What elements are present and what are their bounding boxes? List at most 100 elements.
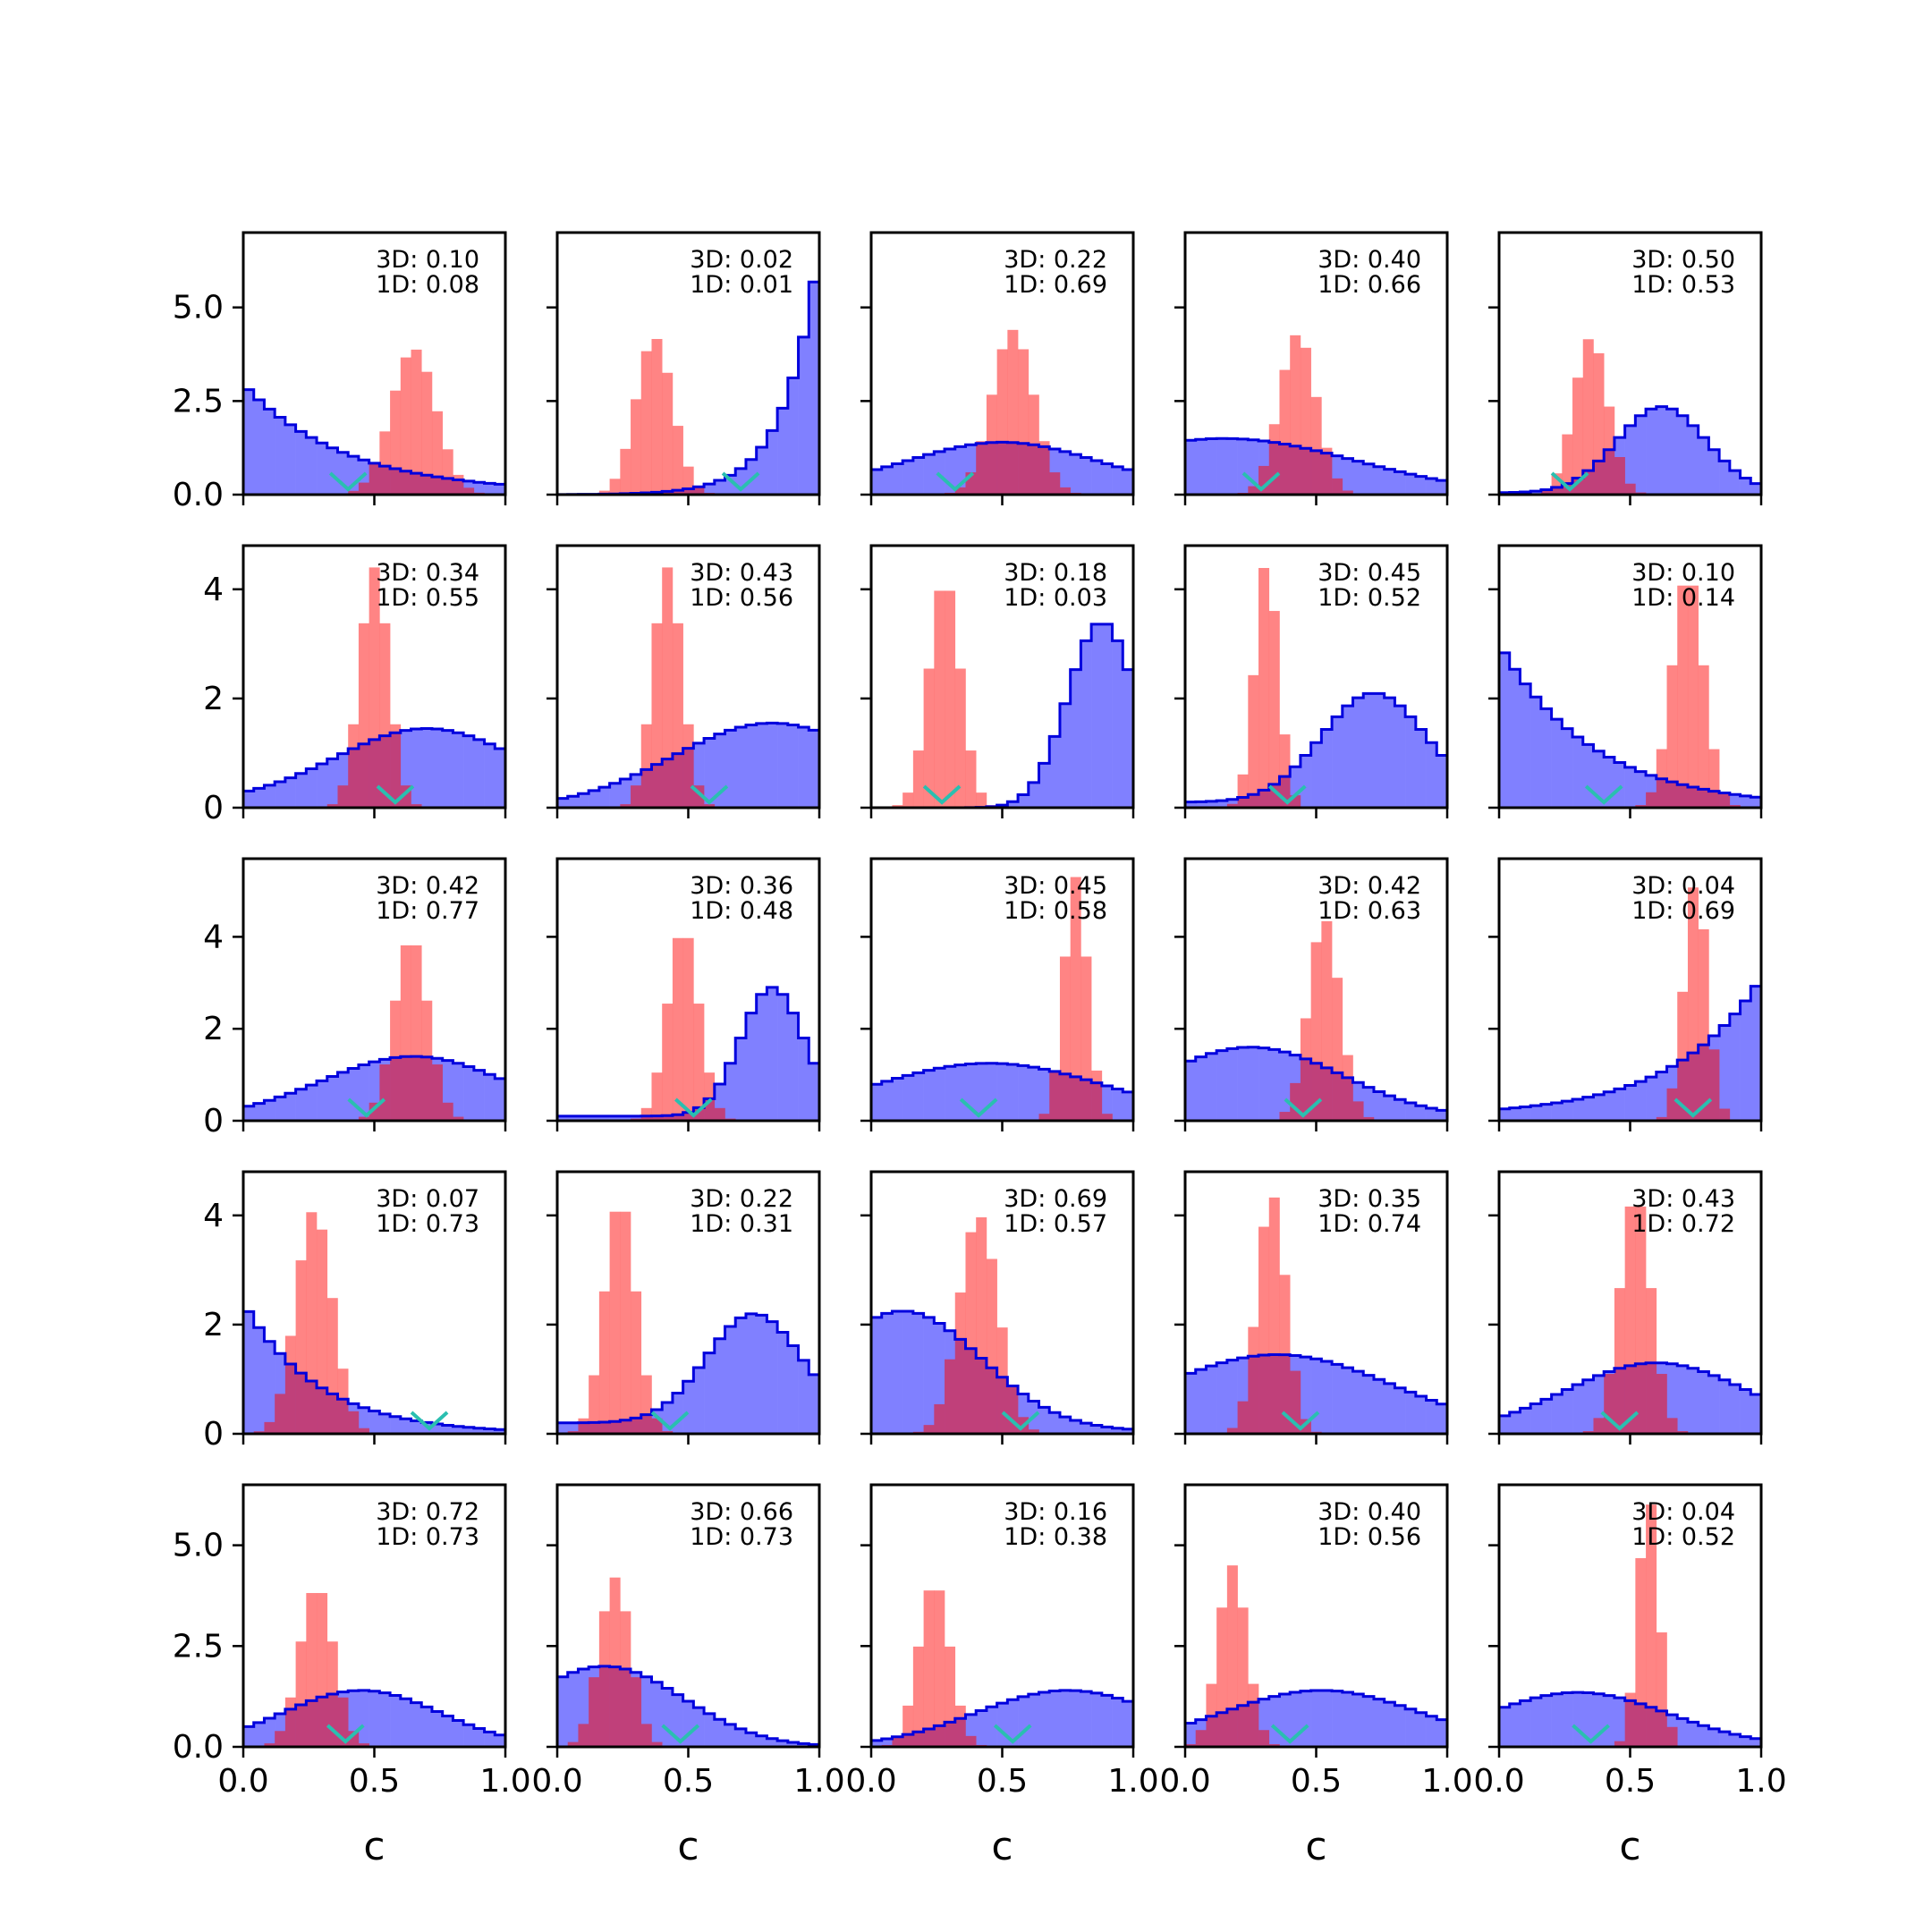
blue-bar bbox=[1719, 1025, 1731, 1121]
blue-bar bbox=[756, 994, 767, 1121]
blue-bar bbox=[317, 443, 328, 495]
overlap-bar bbox=[1551, 487, 1563, 495]
overlap-bar bbox=[1614, 1741, 1625, 1747]
blue-bar bbox=[1530, 697, 1542, 808]
red-bar bbox=[1698, 665, 1709, 790]
blue-step-outline bbox=[1183, 1353, 1449, 1434]
blue-bar bbox=[567, 1672, 579, 1747]
blue-step-outline bbox=[1497, 1690, 1763, 1747]
blue-bar bbox=[1540, 708, 1552, 808]
blue-step-outline bbox=[555, 986, 821, 1121]
annotation-1d: 1D: 0.52 bbox=[1631, 1523, 1735, 1551]
blue-bar bbox=[1185, 440, 1197, 495]
blue-bar bbox=[735, 1318, 747, 1434]
blue-bar bbox=[1332, 716, 1343, 808]
blue-bar bbox=[1562, 1692, 1573, 1747]
annotation-3d: 3D: 0.36 bbox=[690, 872, 793, 900]
blue-bar bbox=[1750, 1738, 1762, 1747]
overlap-bar bbox=[358, 1428, 369, 1434]
overlap-bar bbox=[1321, 453, 1333, 495]
blue-bar bbox=[317, 764, 328, 808]
annotation-1d: 1D: 0.38 bbox=[1004, 1523, 1107, 1551]
blue-step-outline bbox=[1183, 691, 1449, 808]
red-bar bbox=[651, 1072, 663, 1116]
overlap-bar bbox=[965, 1348, 977, 1434]
blue-bar bbox=[745, 1733, 757, 1747]
overlap-bar bbox=[379, 466, 391, 495]
blue-bar bbox=[1750, 483, 1762, 495]
blue-bar bbox=[767, 987, 778, 1121]
annotation-1d: 1D: 0.72 bbox=[1631, 1210, 1735, 1238]
blue-bar bbox=[1530, 1106, 1542, 1121]
blue-bar bbox=[1195, 439, 1207, 495]
marker bbox=[347, 1097, 386, 1118]
red-bar bbox=[1646, 1504, 1657, 1707]
overlap-bar bbox=[1332, 478, 1343, 495]
blue-bar bbox=[1729, 1385, 1741, 1434]
blue-bar bbox=[912, 1072, 924, 1121]
blue-bar bbox=[484, 1732, 496, 1747]
overlap-bar bbox=[295, 1704, 307, 1747]
blue-bar bbox=[453, 733, 464, 808]
overlap-bar bbox=[954, 487, 966, 495]
overlap-bar bbox=[379, 1064, 391, 1121]
blue-bar bbox=[1112, 466, 1123, 495]
blue-bar bbox=[1123, 1428, 1134, 1434]
blue-bar bbox=[1394, 706, 1406, 808]
blue-bar bbox=[1499, 1415, 1511, 1434]
x-axis-label: c bbox=[1305, 1824, 1326, 1869]
red-bar bbox=[1268, 424, 1280, 443]
red-bar bbox=[1248, 1326, 1259, 1357]
red-bar bbox=[934, 1590, 945, 1726]
blue-bar bbox=[798, 1360, 809, 1434]
red-bar bbox=[348, 724, 360, 750]
overlap-bar bbox=[1258, 790, 1270, 808]
red-bar bbox=[1646, 1288, 1657, 1363]
red-bar bbox=[1321, 447, 1333, 453]
blue-bar bbox=[1405, 1392, 1417, 1434]
red-bar bbox=[1635, 1206, 1647, 1364]
blue-bar bbox=[945, 1066, 956, 1121]
blue-bar bbox=[1373, 1091, 1385, 1121]
overlap-bar bbox=[1070, 1076, 1081, 1121]
overlap-bar bbox=[996, 442, 1008, 495]
blue-bar bbox=[1101, 463, 1113, 495]
overlap-bar bbox=[1248, 1356, 1259, 1434]
blue-bar bbox=[463, 1427, 475, 1434]
red-bar bbox=[306, 1212, 318, 1382]
red-bar bbox=[598, 490, 610, 495]
overlap-bar bbox=[1300, 1058, 1311, 1121]
blue-bar bbox=[442, 730, 453, 808]
overlap-bar bbox=[651, 1741, 663, 1747]
red-bar bbox=[284, 1335, 296, 1364]
overlap-bar bbox=[672, 1114, 683, 1121]
blue-step-outline bbox=[1497, 985, 1763, 1121]
blue-bar bbox=[735, 726, 747, 808]
blue-bar bbox=[1551, 1394, 1563, 1434]
red-bar bbox=[598, 1291, 610, 1422]
overlap-bar bbox=[1216, 1712, 1228, 1747]
blue-bar bbox=[442, 1716, 453, 1747]
blue-bar bbox=[1540, 1695, 1552, 1747]
blue-bar bbox=[1593, 1094, 1605, 1121]
overlap-bar bbox=[411, 473, 422, 495]
annotation-1d: 1D: 0.63 bbox=[1318, 897, 1421, 925]
blue-bar bbox=[253, 400, 265, 495]
blue-bar bbox=[275, 417, 286, 495]
blue-bar bbox=[484, 483, 496, 495]
blue-bar bbox=[243, 1726, 255, 1747]
x-tick-label: 0.0 bbox=[217, 1763, 268, 1800]
blue-bar bbox=[1195, 1056, 1207, 1121]
annotation-1d: 1D: 0.73 bbox=[690, 1523, 793, 1551]
blue-bar bbox=[431, 1711, 443, 1747]
red-bar bbox=[1698, 928, 1709, 1046]
blue-bar bbox=[243, 791, 255, 808]
overlap-bar bbox=[1614, 457, 1625, 495]
blue-bar bbox=[1300, 755, 1311, 808]
overlap-bar bbox=[1268, 442, 1280, 495]
red-bar bbox=[620, 1211, 631, 1420]
overlap-bar bbox=[1719, 792, 1731, 808]
red-bar bbox=[1687, 887, 1699, 1054]
blue-bar bbox=[1049, 1412, 1061, 1434]
